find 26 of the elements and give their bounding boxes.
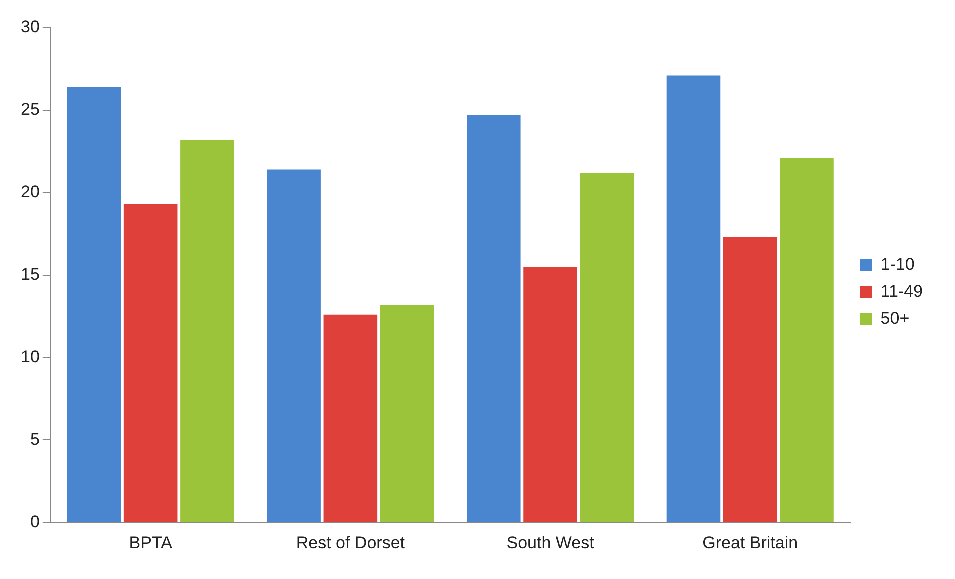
bar: [780, 158, 834, 522]
legend-label: 11-49: [880, 282, 923, 302]
bar: [380, 304, 434, 522]
y-tick-label: 25: [20, 100, 40, 120]
legend-label: 1-10: [880, 255, 915, 274]
x-tick-label: Great Britain: [702, 533, 798, 552]
x-tick-label: South West: [506, 533, 595, 552]
y-tick-label: 15: [20, 264, 40, 284]
bar: [124, 204, 178, 522]
bar: [666, 76, 721, 522]
y-tick-label: 30: [20, 18, 40, 37]
y-tick-label: 5: [30, 430, 40, 449]
bar: [723, 237, 778, 522]
y-tick-label: 0: [30, 512, 40, 532]
y-tick-label: 20: [20, 182, 40, 202]
y-tick-label: 10: [20, 347, 40, 366]
x-tick-label: Rest of Dorset: [296, 533, 406, 552]
bar: [180, 140, 234, 522]
bar: [524, 267, 578, 522]
bar: [324, 314, 378, 522]
bar: [67, 87, 122, 522]
x-tick-label: BPTA: [129, 533, 174, 552]
bar: [580, 173, 634, 522]
legend-label: 50+: [880, 309, 910, 328]
bar: [467, 115, 521, 522]
bar: [267, 170, 321, 522]
